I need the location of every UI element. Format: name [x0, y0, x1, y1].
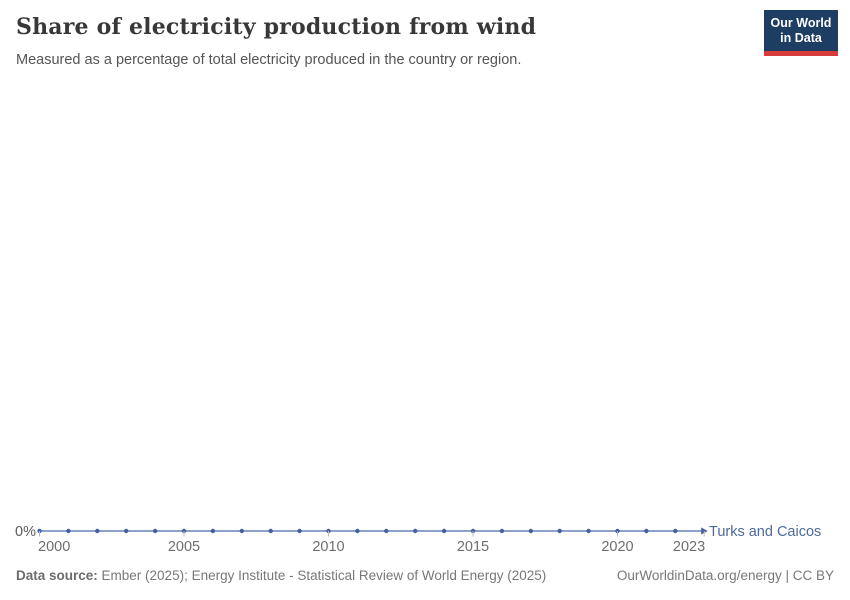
x-axis-labels: 2000 2005 2010 2015 2020 2023 [38, 539, 705, 555]
data-point-2019[interactable] [586, 528, 591, 534]
data-point-2016[interactable] [499, 528, 505, 534]
data-point-2017[interactable] [528, 528, 533, 534]
data-point-2014[interactable] [441, 528, 447, 534]
page-subtitle: Measured as a percentage of total electr… [16, 52, 522, 68]
entity-label[interactable]: Turks and Caicos [709, 524, 821, 540]
y-axis-label: 0% [15, 524, 36, 540]
x-axis-ticks [39, 531, 705, 537]
data-point-2011[interactable] [355, 528, 360, 534]
data-point-2007[interactable] [239, 528, 244, 534]
data-point-2003[interactable] [124, 528, 129, 534]
data-point-2008[interactable] [268, 528, 273, 534]
data-point-2021[interactable] [644, 528, 649, 534]
data-source-text: Ember (2025); Energy Institute - Statist… [97, 568, 547, 583]
x-tick-label-2020: 2020 [601, 539, 633, 555]
x-tick-label-2005: 2005 [168, 539, 200, 555]
x-tick-label-2023: 2023 [673, 539, 705, 555]
data-point-2018[interactable] [557, 528, 562, 534]
x-tick-label-2000: 2000 [38, 539, 70, 555]
owid-logo-line2: in Data [780, 31, 822, 45]
page-title: Share of electricity production from win… [16, 14, 537, 40]
data-source-note: Data source: Ember (2025); Energy Instit… [16, 568, 546, 583]
x-tick-label-2010: 2010 [312, 539, 344, 555]
series-layer [37, 527, 708, 535]
footer-link[interactable]: OurWorldinData.org/energy | CC BY [616, 568, 834, 583]
data-point-2006[interactable] [210, 528, 216, 534]
data-point-2022[interactable] [673, 528, 678, 534]
data-source-label: Data source: [16, 568, 98, 583]
data-point-2002[interactable] [95, 528, 100, 534]
owid-logo: Our World in Data [764, 10, 838, 56]
data-point-2001[interactable] [66, 528, 71, 534]
footer: Data source: Ember (2025); Energy Instit… [16, 568, 834, 583]
data-point-2004[interactable] [152, 528, 158, 534]
data-point-2013[interactable] [413, 528, 418, 534]
x-tick-label-2015: 2015 [457, 539, 489, 555]
owid-logo-line1: Our World [770, 16, 832, 30]
data-point-2012[interactable] [384, 528, 389, 534]
line-chart[interactable]: 2000 2005 2010 2015 2020 2023 0% Turks and Ca… [0, 496, 850, 566]
data-point-2009[interactable] [297, 528, 302, 534]
